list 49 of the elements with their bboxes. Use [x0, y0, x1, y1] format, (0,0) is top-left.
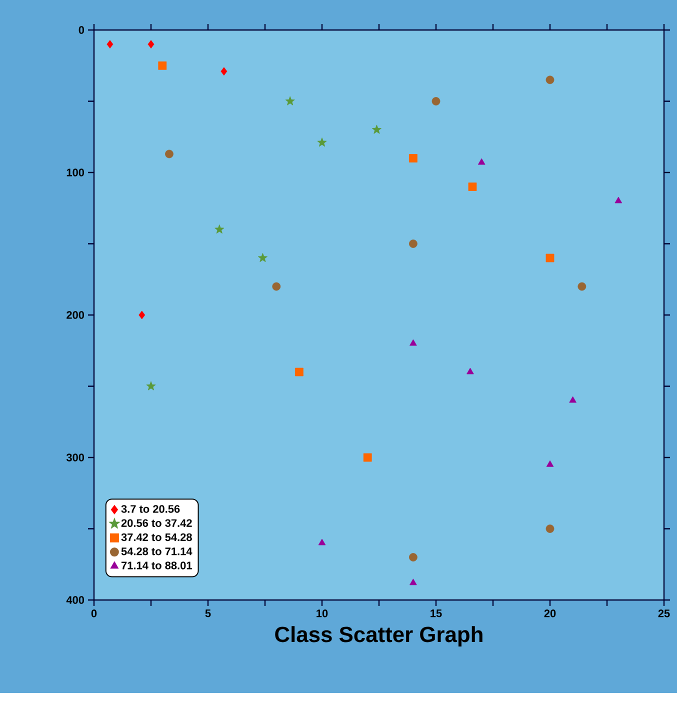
x-tick-label: 20 — [544, 610, 556, 618]
point — [138, 310, 146, 320]
point — [546, 460, 554, 467]
y-tick-label: 400 — [66, 596, 84, 604]
point — [410, 578, 417, 586]
x-tick-label: 5 — [205, 610, 211, 618]
point — [468, 182, 477, 191]
point — [317, 138, 327, 147]
point — [409, 154, 418, 162]
point — [466, 368, 474, 374]
x-axis-title: Class Scatter Graph — [275, 626, 482, 647]
point — [432, 97, 440, 106]
y-tick-label: 200 — [66, 311, 84, 319]
point — [146, 381, 156, 390]
y-tick-label: 0 — [78, 26, 84, 34]
legend-label: 54.28 to 71.14 — [121, 547, 192, 556]
point — [295, 368, 304, 376]
point — [318, 538, 326, 546]
point — [285, 96, 295, 106]
legend-label: 71.14 to 88.01 — [121, 562, 192, 570]
point — [220, 67, 228, 76]
point — [578, 282, 586, 291]
point — [478, 158, 486, 165]
x-tick-label: 10 — [316, 610, 328, 618]
point — [165, 150, 174, 158]
legend-label: 37.42 to 54.28 — [121, 533, 192, 542]
point — [258, 253, 268, 262]
x-tick-label: 15 — [430, 610, 442, 618]
point — [409, 553, 418, 562]
legend-label: 3.7 to 20.56 — [121, 505, 180, 513]
point — [409, 240, 418, 248]
y-tick-label: 300 — [66, 454, 84, 462]
point — [372, 124, 382, 134]
legend-label: 20.56 to 37.42 — [121, 519, 192, 527]
point — [410, 339, 417, 346]
y-tick-label: 100 — [66, 168, 84, 176]
point — [272, 282, 281, 291]
point — [106, 40, 114, 48]
point — [614, 196, 622, 204]
point — [546, 254, 554, 262]
point — [214, 224, 224, 234]
point — [158, 61, 167, 70]
point — [363, 453, 372, 462]
point — [569, 396, 576, 403]
point — [148, 40, 154, 48]
x-tick-label: 0 — [91, 610, 97, 618]
x-tick-label: 25 — [658, 610, 670, 618]
point — [546, 524, 554, 533]
point — [546, 76, 554, 84]
